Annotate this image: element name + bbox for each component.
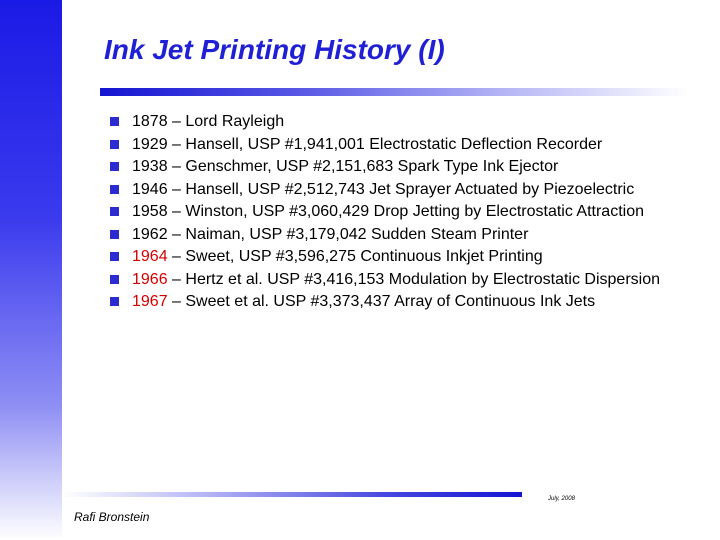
list-item: 1958 – Winston, USP #3,060,429 Drop Jett… <box>110 202 710 222</box>
slide-title: Ink Jet Printing History (I) <box>104 34 445 65</box>
item-text: 1878 – Lord Rayleigh <box>132 113 285 130</box>
item-text: 1946 – Hansell, USP #2,512,743 Jet Spray… <box>132 180 635 198</box>
list-item: 1967 – Sweet et al. USP #3,373,437 Array… <box>110 292 710 312</box>
title-underline-rule <box>100 88 688 96</box>
item-year: 1964 <box>132 248 168 265</box>
item-text: – Hertz et al. USP #3,416,153 Modulation… <box>167 270 660 288</box>
bullet-list: 1878 – Lord Rayleigh 1929 – Hansell, USP… <box>110 112 710 315</box>
list-item: 1964 – Sweet, USP #3,596,275 Continuous … <box>110 247 710 267</box>
square-bullet-icon <box>110 184 119 194</box>
item-text: 1962 – Naiman, USP #3,179,042 Sudden Ste… <box>132 225 529 243</box>
item-year: 1966 <box>132 270 168 288</box>
item-year: 1967 <box>132 293 168 310</box>
list-item: 1938 – Genschmer, USP #2,151,683 Spark T… <box>110 157 710 177</box>
square-bullet-icon <box>110 274 119 284</box>
footer-author: Rafi Bronstein <box>74 510 150 524</box>
list-item: 1946 – Hansell, USP #2,512,743 Jet Spray… <box>110 180 710 200</box>
square-bullet-icon <box>110 162 119 171</box>
footer-rule <box>62 492 522 497</box>
left-accent-bar <box>0 0 62 540</box>
item-text: – Sweet, USP #3,596,275 Continuous Inkje… <box>167 248 543 265</box>
item-text: 1938 – Genschmer, USP #2,151,683 Spark T… <box>132 158 559 175</box>
square-bullet-icon <box>110 252 119 261</box>
square-bullet-icon <box>110 229 119 239</box>
list-item: 1966 – Hertz et al. USP #3,416,153 Modul… <box>110 270 710 290</box>
footer-date: July, 2008 <box>548 496 575 502</box>
list-item: 1929 – Hansell, USP #1,941,001 Electrost… <box>110 135 710 155</box>
square-bullet-icon <box>110 207 119 216</box>
list-item: 1878 – Lord Rayleigh <box>110 112 710 132</box>
item-text: 1929 – Hansell, USP #1,941,001 Electrost… <box>132 135 603 153</box>
square-bullet-icon <box>110 117 119 126</box>
item-text: – Sweet et al. USP #3,373,437 Array of C… <box>167 293 596 310</box>
square-bullet-icon <box>110 139 119 149</box>
square-bullet-icon <box>110 297 119 306</box>
item-text: 1958 – Winston, USP #3,060,429 Drop Jett… <box>132 203 644 220</box>
list-item: 1962 – Naiman, USP #3,179,042 Sudden Ste… <box>110 225 710 245</box>
